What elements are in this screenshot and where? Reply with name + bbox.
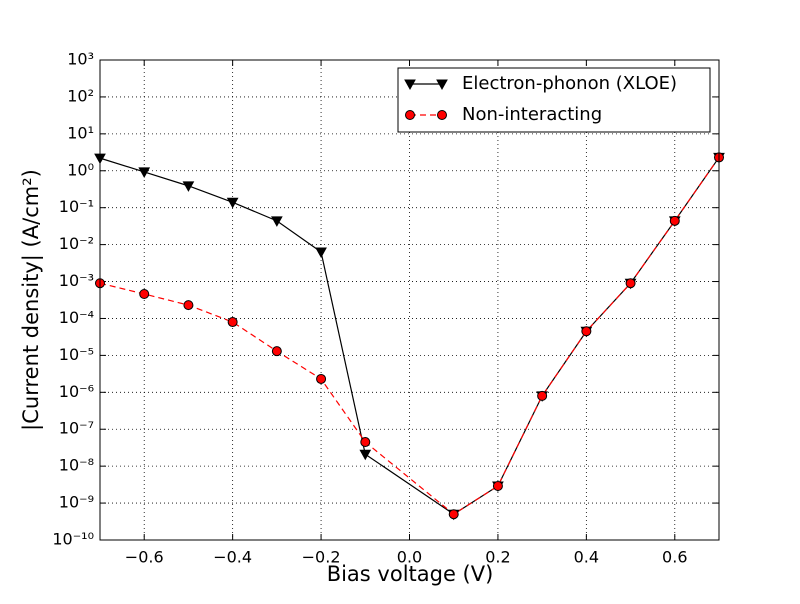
legend-marker (405, 110, 415, 120)
data-point (537, 390, 548, 401)
data-point (226, 197, 239, 209)
x-tick-label: −0.6 (125, 548, 164, 567)
x-tick-label: 0.0 (397, 548, 422, 567)
y-tick-label: 10⁻⁸ (59, 456, 94, 475)
y-tick-label: 10⁻¹ (59, 197, 94, 216)
y-tick-label: 10³ (67, 50, 94, 69)
data-point (669, 215, 680, 226)
x-tick-label: 0.6 (662, 548, 687, 567)
x-tick-label: 0.4 (574, 548, 599, 567)
y-tick-label: 10⁻³ (59, 271, 94, 290)
y-tick-label: 10² (67, 86, 94, 105)
y-tick-label: 10⁻⁹ (59, 493, 94, 512)
y-tick-label: 10⁻² (59, 234, 94, 253)
x-tick-label: 0.2 (485, 548, 510, 567)
data-point (492, 481, 503, 492)
legend-marker (437, 110, 447, 120)
data-point (182, 181, 195, 192)
data-point (271, 346, 282, 357)
data-point (183, 300, 194, 311)
plot-frame (99, 59, 720, 541)
data-point (448, 509, 459, 520)
data-point (227, 317, 238, 328)
y-tick-label: 10⁻⁵ (59, 345, 94, 364)
legend-marker (404, 79, 416, 91)
x-tick-label: −0.4 (213, 548, 252, 567)
data-point (625, 278, 636, 289)
y-tick-label: 10¹ (67, 123, 94, 142)
legend-marker (436, 79, 448, 91)
data-point (139, 288, 150, 299)
y-tick-label: 10⁻⁶ (59, 382, 94, 401)
x-axis-label: Bias voltage (V) (327, 562, 494, 586)
y-axis-label: |Current density| (A/cm²) (19, 169, 44, 431)
data-point (316, 373, 327, 384)
y-tick-label: 10⁻⁴ (59, 308, 94, 327)
data-point (360, 437, 371, 448)
y-tick-label: 10⁻⁷ (59, 419, 94, 438)
x-tick-label: −0.2 (302, 548, 341, 567)
series-line (99, 157, 720, 515)
legend-label: Electron-phonon (XLOE) (462, 73, 677, 94)
y-tick-label: 10⁻¹⁰ (52, 530, 94, 549)
data-point (138, 167, 151, 178)
legend-label: Non-interacting (462, 104, 602, 125)
data-point (581, 326, 592, 337)
legend-box (397, 67, 711, 133)
data-point (315, 247, 327, 259)
data-point (359, 449, 372, 461)
data-point (271, 216, 283, 227)
y-tick-label: 10⁰ (67, 160, 94, 179)
